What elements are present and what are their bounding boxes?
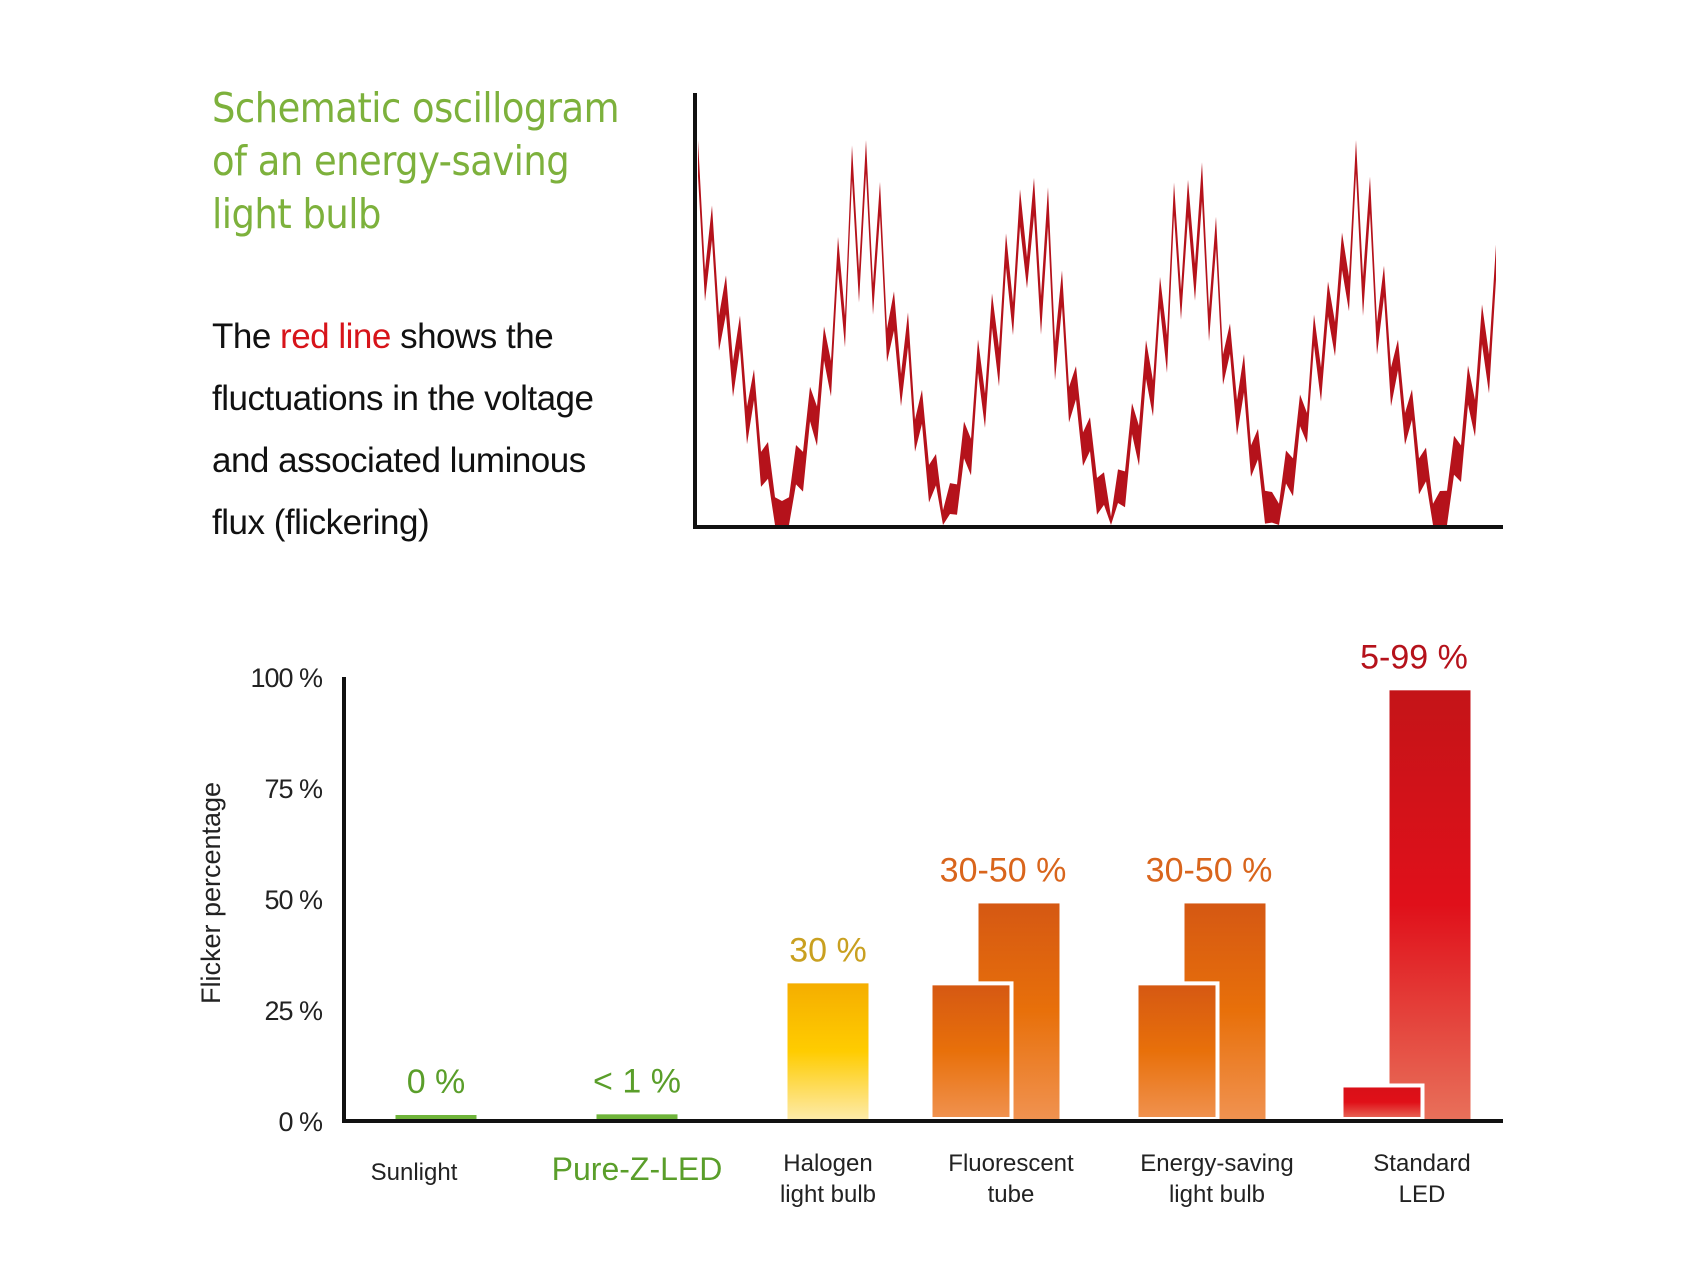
- bar: [395, 1115, 477, 1119]
- description-line: fluctuations in the voltage: [212, 379, 594, 418]
- value-label: 30-50 %: [940, 851, 1067, 889]
- category-labels: 0 % Sunlight < 1 % Pure-Z-LED 30 % Halogen lig…: [371, 638, 1471, 1208]
- category-label: Standard: [1373, 1150, 1470, 1177]
- category-label: tube: [988, 1181, 1035, 1208]
- category-label: Fluorescent: [948, 1150, 1074, 1177]
- description-line: The red line shows the: [212, 306, 593, 368]
- category-label: Halogen: [783, 1150, 872, 1177]
- y-tick-label: 75 %: [264, 774, 323, 804]
- category-label: light bulb: [1169, 1181, 1265, 1208]
- bar: [928, 981, 1014, 1121]
- y-axis-label: Flicker percentage: [196, 782, 226, 1004]
- category-label: Pure-Z-LED: [552, 1151, 723, 1187]
- red-line-highlight: red line: [280, 317, 391, 356]
- y-tick-label: 25 %: [264, 996, 323, 1026]
- bar: [1389, 690, 1471, 1119]
- description-line: and associated luminous: [212, 441, 586, 480]
- value-label: 30-50 %: [1146, 851, 1273, 889]
- value-label: < 1 %: [593, 1062, 681, 1100]
- category-label: light bulb: [780, 1181, 876, 1208]
- category-label: Sunlight: [371, 1159, 458, 1186]
- y-tick-label: 0 %: [278, 1107, 323, 1137]
- y-tick-label: 50 %: [264, 885, 323, 915]
- bar: [596, 1114, 678, 1119]
- title-line: light bulb: [212, 190, 381, 238]
- bar: [787, 983, 869, 1119]
- category-label: LED: [1399, 1181, 1446, 1208]
- description: The red line shows the fluctuations in t…: [212, 306, 594, 554]
- bar: [1339, 1083, 1425, 1121]
- value-label: 5-99 %: [1360, 638, 1468, 676]
- chart-title: Schematic oscillogram of an energy-savin…: [212, 82, 620, 241]
- flicker-bar-chart: [395, 690, 1471, 1121]
- oscillogram-waveform: [698, 140, 1496, 525]
- title-line: of an energy-saving: [212, 137, 570, 185]
- oscillogram: [693, 93, 1503, 529]
- text: shows the: [390, 317, 554, 356]
- text: The: [212, 317, 281, 356]
- y-tick-label: 100 %: [250, 663, 323, 693]
- category-label: Energy-saving: [1140, 1150, 1293, 1177]
- description-line: flux (flickering): [212, 503, 430, 542]
- y-tick-labels: 0 % 25 % 50 % 75 % 100 %: [250, 663, 324, 1137]
- value-label: 0 %: [407, 1063, 466, 1101]
- title-line: Schematic oscillogram: [212, 84, 620, 132]
- value-label: 30 %: [789, 931, 867, 969]
- bar: [1134, 981, 1220, 1121]
